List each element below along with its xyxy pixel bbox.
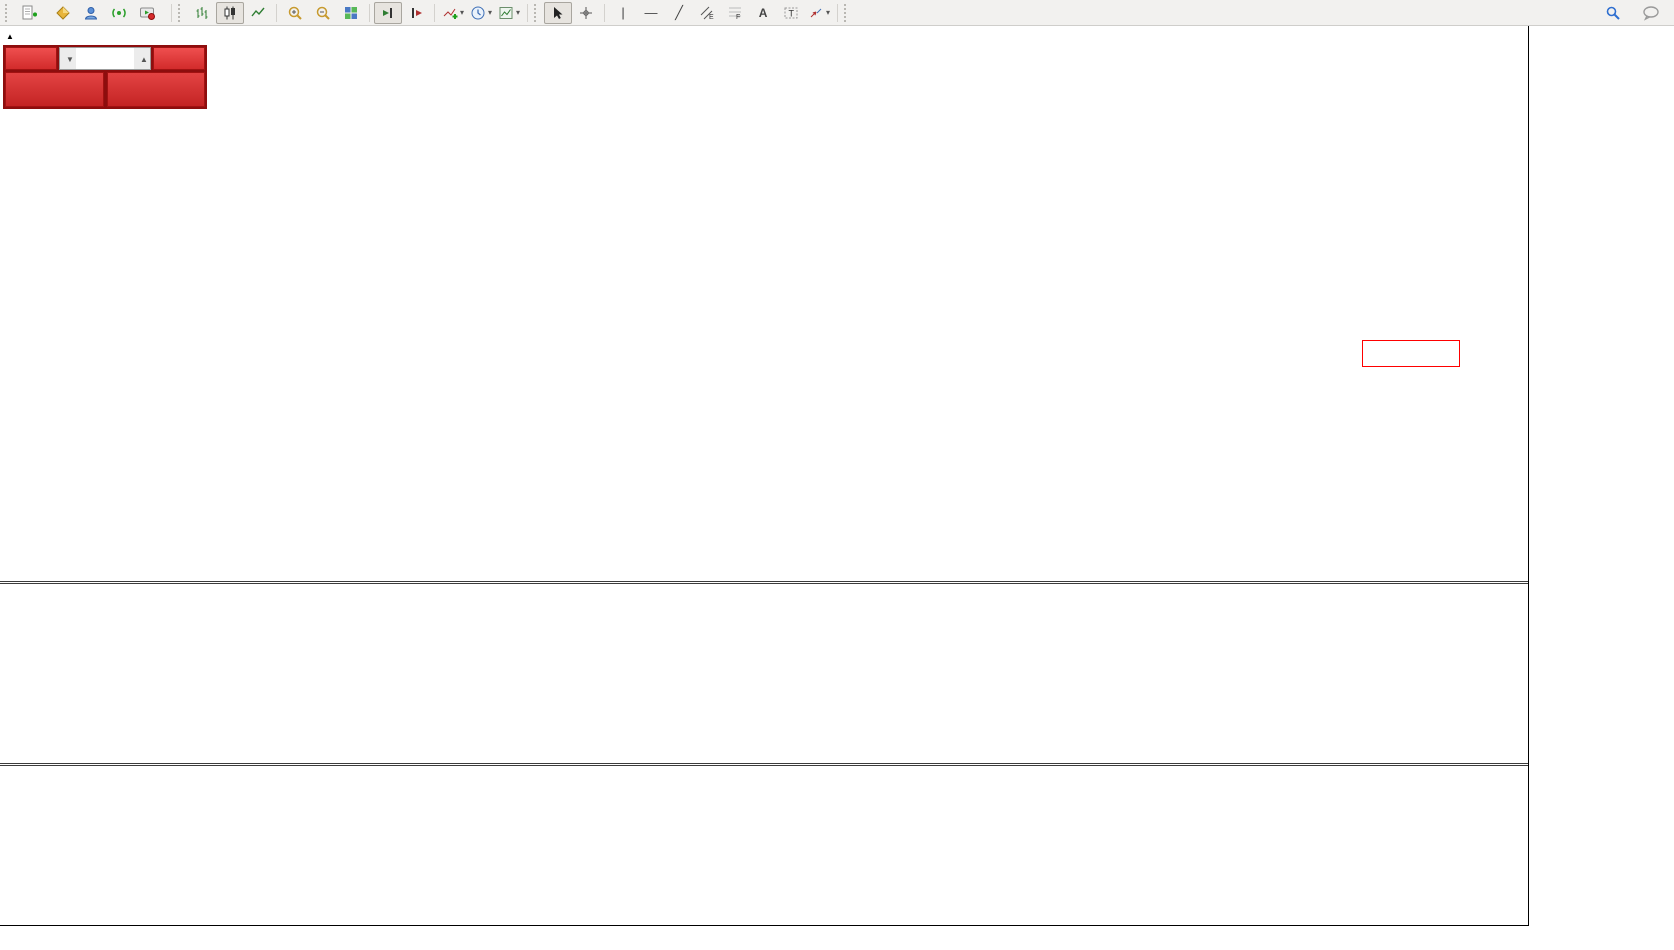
indicators-button[interactable]: ▾: [439, 2, 467, 24]
auto-scroll-button[interactable]: [374, 1, 402, 24]
toolbar-separator: [434, 3, 435, 22]
rsi-panel-canvas[interactable]: [0, 767, 1528, 925]
text-label-tool-button[interactable]: T: [777, 2, 805, 24]
new-order-icon: [22, 5, 37, 19]
svg-text:T: T: [789, 8, 795, 18]
chat-icon: [1643, 5, 1659, 21]
toolbar-separator: [369, 3, 370, 22]
volume-stepper: ▼ ▲: [59, 47, 151, 70]
chart-shift-icon: [412, 7, 422, 18]
market-watch-icon: [56, 5, 70, 20]
profile-icon: [84, 6, 98, 19]
horizontal-line-icon: —: [644, 5, 658, 20]
templates-button[interactable]: ▾: [495, 2, 523, 24]
top-toolbar: ▾ ▾ ▾ | — ╱ E F A T ▾: [0, 0, 1674, 26]
cursor-icon: [554, 6, 563, 19]
zoom-out-button[interactable]: [309, 2, 337, 24]
auto-scroll-icon: [383, 7, 392, 18]
toolbar-separator: [276, 3, 277, 22]
dropdown-caret-icon: ▾: [488, 8, 493, 17]
search-icon: [1606, 6, 1620, 20]
chart-shift-button[interactable]: [402, 2, 430, 24]
toolbar-grip[interactable]: [844, 3, 850, 22]
one-click-trading-panel: ▼ ▲: [3, 45, 207, 109]
dropdown-caret-icon: ▾: [460, 8, 465, 17]
trendline-tool-button[interactable]: ╱: [665, 2, 693, 24]
fibonacci-icon: F: [729, 7, 742, 21]
cursor-tool-button[interactable]: [544, 1, 573, 24]
main-chart-canvas[interactable]: [0, 26, 1528, 582]
buy-price-box[interactable]: [106, 72, 205, 107]
fibonacci-tool-button[interactable]: F: [721, 2, 749, 24]
buy-button[interactable]: [153, 47, 205, 70]
chat-button[interactable]: [1637, 2, 1665, 24]
toolbar-separator: [527, 3, 529, 22]
volume-input[interactable]: [76, 48, 134, 69]
svg-text:E: E: [709, 14, 714, 21]
price-axis[interactable]: [1528, 26, 1674, 944]
arrows-tool-button[interactable]: ▾: [805, 2, 833, 24]
svg-text:F: F: [736, 14, 740, 21]
time-axis[interactable]: [0, 926, 1674, 944]
templates-icon: [499, 6, 513, 19]
toolbar-grip[interactable]: [178, 3, 184, 22]
toolbar-separator: [604, 3, 606, 22]
macd-panel-canvas[interactable]: [0, 585, 1528, 763]
signal-icon: [112, 8, 126, 17]
line-chart-button[interactable]: [244, 2, 272, 24]
horizontal-line-tool-button[interactable]: —: [637, 2, 665, 24]
volume-decrease-button[interactable]: ▼: [60, 48, 76, 69]
periods-clock-icon: [471, 6, 485, 19]
chart-bottom-border: [0, 925, 1674, 926]
text-label-icon: T: [784, 7, 798, 18]
search-button[interactable]: [1599, 2, 1627, 24]
sell-price-box[interactable]: [5, 72, 104, 107]
sell-button[interactable]: [5, 47, 57, 70]
toolbar-grip[interactable]: [534, 3, 540, 22]
line-chart-icon: [251, 7, 265, 16]
vertical-line-icon: |: [621, 5, 625, 20]
zoom-in-icon: [288, 6, 302, 20]
candlestick-chart-icon: [224, 6, 235, 19]
toolbar-separator: [837, 3, 839, 22]
zoom-in-button[interactable]: [281, 2, 309, 24]
zoom-out-icon: [316, 6, 330, 20]
new-order-button[interactable]: [15, 2, 43, 24]
panel-separator[interactable]: [0, 581, 1674, 584]
tile-windows-icon: [345, 6, 357, 19]
crosshair-icon: [580, 6, 593, 19]
autotrading-icon: [140, 7, 155, 20]
dropdown-caret-icon: ▾: [826, 8, 831, 17]
equidistant-channel-icon: E: [700, 6, 714, 21]
indicators-icon: [443, 8, 458, 19]
collapse-triangle-icon[interactable]: ▲: [6, 32, 14, 41]
vertical-line-tool-button[interactable]: |: [609, 2, 637, 24]
symbol-ohlc-line: ▲: [6, 30, 17, 42]
toolbar-separator: [171, 3, 172, 22]
text-icon: A: [758, 5, 768, 20]
toolbar-grip[interactable]: [5, 3, 11, 22]
profile-button[interactable]: [77, 2, 105, 24]
price-callout-box[interactable]: [1362, 340, 1460, 367]
panel-separator[interactable]: [0, 763, 1674, 766]
dropdown-caret-icon: ▾: [516, 8, 521, 17]
bar-chart-button[interactable]: [188, 2, 216, 24]
channel-tool-button[interactable]: E: [693, 2, 721, 24]
arrows-icon: [810, 8, 822, 17]
candlestick-chart-button[interactable]: [216, 1, 244, 24]
autotrading-button[interactable]: [133, 2, 161, 24]
text-tool-button[interactable]: A: [749, 2, 777, 24]
tile-windows-button[interactable]: [337, 2, 365, 24]
periods-button[interactable]: ▾: [467, 2, 495, 24]
trendline-icon: ╱: [675, 5, 683, 20]
volume-increase-button[interactable]: ▲: [134, 48, 150, 69]
bar-chart-icon: [196, 6, 208, 19]
market-watch-button[interactable]: [49, 2, 77, 24]
signal-button[interactable]: [105, 2, 133, 24]
crosshair-tool-button[interactable]: [572, 2, 600, 24]
